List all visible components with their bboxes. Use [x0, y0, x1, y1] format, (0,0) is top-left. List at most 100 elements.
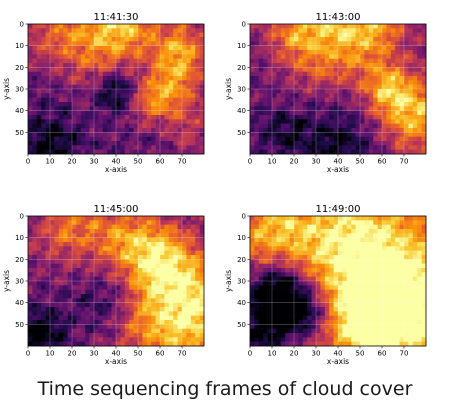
heatmap-cell [302, 220, 308, 225]
heatmap-cell [258, 302, 264, 308]
heatmap-cell [342, 28, 348, 33]
heatmap-cell [36, 320, 42, 325]
heatmap-cell [404, 229, 409, 234]
heatmap-cell [111, 145, 117, 150]
heatmap-cell [289, 80, 295, 85]
heatmap-cell [377, 324, 383, 329]
heatmap-cell [85, 149, 90, 155]
heatmap-cell [324, 311, 330, 316]
heatmap-cell [280, 106, 286, 111]
heatmap-cell [395, 259, 400, 264]
heatmap-cell [377, 285, 383, 290]
heatmap-cell [368, 311, 374, 316]
heatmap-cell [94, 93, 99, 98]
heatmap-cell [160, 106, 165, 111]
heatmap-cell [28, 115, 33, 120]
heatmap-cell [342, 259, 348, 264]
heatmap-cell [267, 136, 273, 142]
heatmap-cell [338, 71, 343, 77]
heatmap-cell [54, 76, 60, 81]
heatmap-cell [404, 76, 409, 81]
heatmap-cell [155, 76, 161, 81]
heatmap-cell [76, 285, 82, 290]
heatmap-cell [89, 141, 95, 146]
heatmap-cell [195, 24, 200, 29]
heatmap-cell [421, 123, 427, 129]
heatmap-cell [316, 298, 321, 303]
heatmap-cell [102, 45, 108, 51]
heatmap-cell [160, 315, 165, 321]
heatmap-cell [298, 119, 304, 124]
heatmap-cell [342, 285, 348, 290]
heatmap-cell [364, 149, 370, 155]
heatmap-cell [324, 24, 330, 29]
heatmap-cell [50, 128, 55, 133]
heatmap-cell [272, 216, 277, 221]
heatmap-cell [298, 93, 304, 98]
heatmap-cell [250, 250, 255, 256]
heatmap-cell [351, 132, 356, 137]
heatmap-cell [294, 76, 299, 81]
heatmap-cell [338, 132, 343, 137]
heatmap-cell [28, 106, 33, 111]
heatmap-cell [54, 250, 60, 256]
heatmap-cell [94, 132, 99, 137]
heatmap-cell [80, 102, 86, 107]
heatmap-cell [72, 333, 77, 338]
heatmap-cell [129, 50, 134, 55]
heatmap-cell [329, 67, 334, 72]
heatmap-cell [89, 24, 95, 29]
heatmap-cell [316, 328, 321, 334]
heatmap-cell [294, 110, 299, 116]
heatmap-cell [142, 50, 148, 55]
heatmap-cell [302, 285, 308, 290]
heatmap-cell [54, 276, 60, 282]
heatmap-cell [311, 328, 317, 334]
heatmap-cell [333, 337, 339, 342]
heatmap-cell [72, 224, 77, 230]
heatmap-cell [50, 341, 55, 347]
heatmap-cell [116, 45, 121, 51]
heatmap-cell [355, 102, 361, 107]
heatmap-cell [404, 63, 409, 68]
heatmap-cell [412, 289, 418, 295]
heatmap-cell [85, 106, 90, 111]
heatmap-cell [421, 50, 427, 55]
heatmap-cell [342, 324, 348, 329]
heatmap-cell [28, 216, 33, 221]
heatmap-cell [351, 259, 356, 264]
heatmap-cell [182, 229, 187, 234]
heatmap-cell [408, 93, 414, 98]
heatmap-cell [307, 233, 312, 238]
heatmap-cell [254, 294, 260, 299]
heatmap-cell [316, 255, 321, 260]
heatmap-cell [368, 328, 374, 334]
heatmap-cell [199, 58, 205, 64]
heatmap-cell [89, 28, 95, 33]
heatmap-cell [67, 341, 73, 347]
heatmap-cell [116, 76, 121, 81]
heatmap-cell [173, 93, 178, 98]
heatmap-cell [111, 224, 117, 230]
heatmap-cell [190, 229, 196, 234]
heatmap-cell [390, 281, 396, 286]
heatmap-cell [395, 54, 400, 59]
heatmap-cell [324, 89, 330, 94]
heatmap-cell [76, 237, 82, 243]
heatmap-cell [124, 250, 130, 256]
heatmap-cell [399, 115, 405, 120]
heatmap-cell [254, 32, 260, 38]
heatmap-cell [386, 276, 392, 282]
heatmap-cell [67, 76, 73, 81]
heatmap-cell [190, 76, 196, 81]
heatmap-cell [58, 63, 64, 68]
heatmap-cell [182, 320, 187, 325]
heatmap-cell [72, 246, 77, 251]
heatmap-cell [412, 37, 418, 42]
heatmap-cell [173, 229, 178, 234]
heatmap-cell [250, 97, 255, 103]
heatmap-cell [124, 272, 130, 277]
heatmap-cell [89, 145, 95, 150]
heatmap-cell [377, 50, 383, 55]
heatmap-cell [404, 93, 409, 98]
